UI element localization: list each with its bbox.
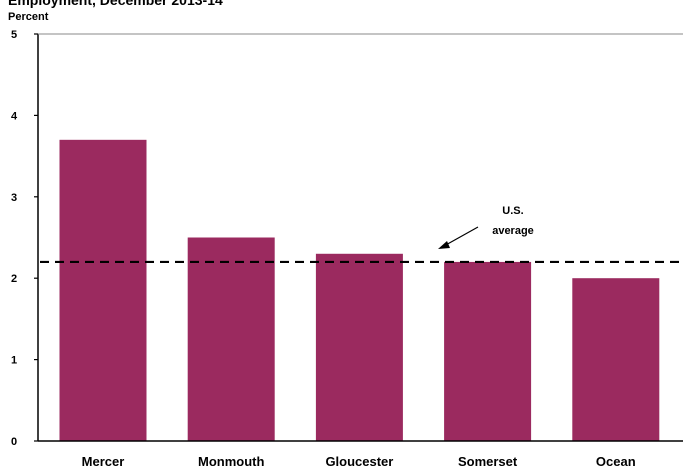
us-average-label-line2: average — [492, 225, 534, 237]
x-tick-label-mercer: Mercer — [82, 454, 125, 468]
chart-title: Employment, December 2013-14 — [8, 0, 223, 8]
annotation-arrow-shaft — [443, 226, 479, 247]
bar-ocean — [572, 278, 660, 441]
y-tick-label: 1 — [11, 355, 17, 367]
x-tick-label-somerset: Somerset — [458, 454, 518, 468]
bar-monmouth — [187, 237, 275, 441]
annotation-arrow-head — [438, 241, 450, 249]
y-tick-label: 0 — [11, 436, 17, 448]
chart-title-clip: Employment, December 2013-14 — [0, 0, 683, 8]
axes-group — [34, 33, 683, 442]
y-tick-label: 5 — [11, 29, 17, 41]
y-axis-label: Percent — [8, 11, 49, 23]
y-tick-label: 3 — [11, 192, 17, 204]
labels-group: Mercer Monmouth Gloucester Somerset Ocean 0 1 2… — [11, 29, 636, 468]
y-tick-label: 4 — [11, 110, 18, 122]
us-average-label-line1: U.S. — [502, 205, 523, 217]
bar-mercer — [59, 139, 147, 441]
bar-somerset — [444, 261, 532, 441]
y-tick-label: 2 — [11, 273, 17, 285]
bar-gloucester — [315, 253, 403, 441]
x-tick-label-monmouth: Monmouth — [198, 454, 264, 468]
bars-group — [59, 139, 660, 441]
reference-line-group: U.S. average — [40, 205, 683, 264]
x-tick-label-gloucester: Gloucester — [325, 454, 393, 468]
x-tick-label-ocean: Ocean — [596, 454, 636, 468]
